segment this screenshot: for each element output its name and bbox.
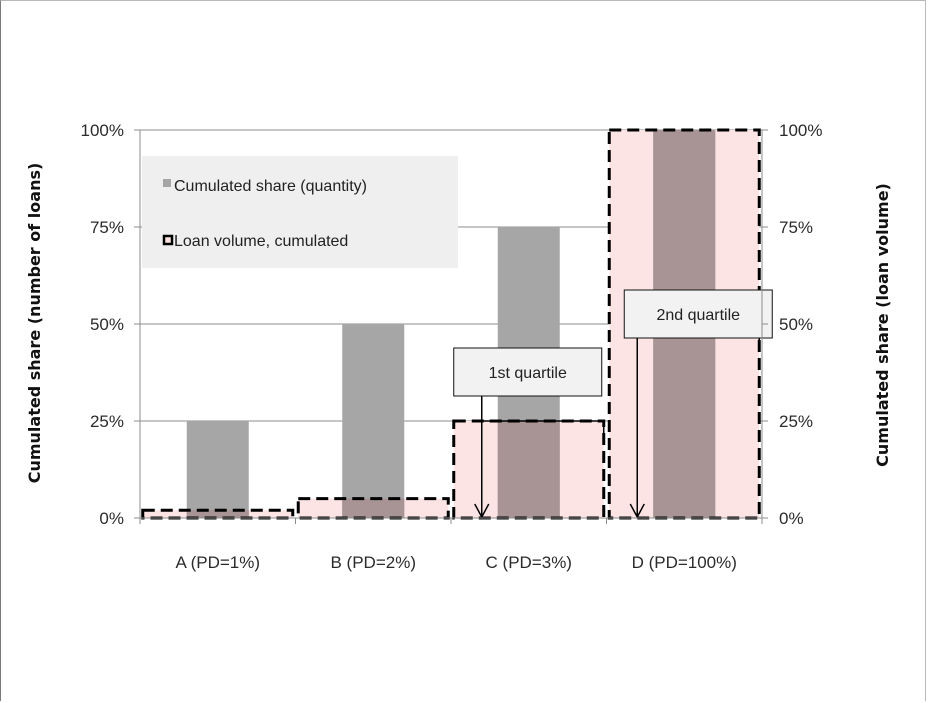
- volume-bar-outline: [141, 508, 295, 520]
- x-tick-label: D (PD=100%): [632, 553, 737, 572]
- annotation-label: 2nd quartile: [656, 307, 740, 324]
- y2-tick-label: 50%: [779, 315, 813, 334]
- x-tick-label: C (PD=3%): [486, 553, 572, 572]
- quantity-volume-overlap: [186, 510, 249, 518]
- y2-axis-title: Cumulated share (loan volume): [873, 183, 892, 467]
- annotation-box: [453, 347, 603, 397]
- annotation-box: [623, 289, 773, 339]
- legend-swatch-volume: [162, 234, 174, 246]
- y-tick-label: 50%: [90, 315, 124, 334]
- y-tick-label: 100%: [81, 121, 124, 140]
- annotation-arrowhead: [629, 503, 645, 519]
- y2-tick-label: 25%: [779, 412, 813, 431]
- legend-label-quantity: Cumulated share (quantity): [174, 178, 367, 195]
- legend: Cumulated share (quantity) Loan volume, …: [142, 156, 458, 268]
- y2-tick-label: 100%: [779, 121, 822, 140]
- quantity-bar: [342, 324, 405, 518]
- legend-background: [142, 156, 458, 268]
- y-tick-label: 25%: [90, 412, 124, 431]
- quantity-volume-overlap: [342, 498, 405, 518]
- y2-tick-label: 75%: [779, 218, 813, 237]
- quantity-bar: [186, 421, 249, 518]
- legend-swatch-quantity: [163, 179, 171, 187]
- y2-tick-label: 0%: [779, 509, 804, 528]
- axes: 0% 0% 25% 25% 50% 50% 75% 75% 100% 100% A (PD=1%) B…: [81, 121, 823, 572]
- x-tick-label: A (PD=1%): [175, 553, 260, 572]
- y-tick-label: 0%: [99, 509, 124, 528]
- legend-label-volume: Loan volume, cumulated: [174, 233, 348, 250]
- x-tick-label: B (PD=2%): [331, 553, 417, 572]
- y-axis-title: Cumulated share (number of loans): [25, 163, 44, 484]
- annotation-label: 1st quartile: [489, 365, 567, 382]
- annotation-arrowhead: [474, 503, 490, 519]
- quantity-volume-overlap: [497, 421, 560, 518]
- y-tick-label: 75%: [90, 218, 124, 237]
- annotations: 1st quartile 2nd quartile: [453, 289, 773, 519]
